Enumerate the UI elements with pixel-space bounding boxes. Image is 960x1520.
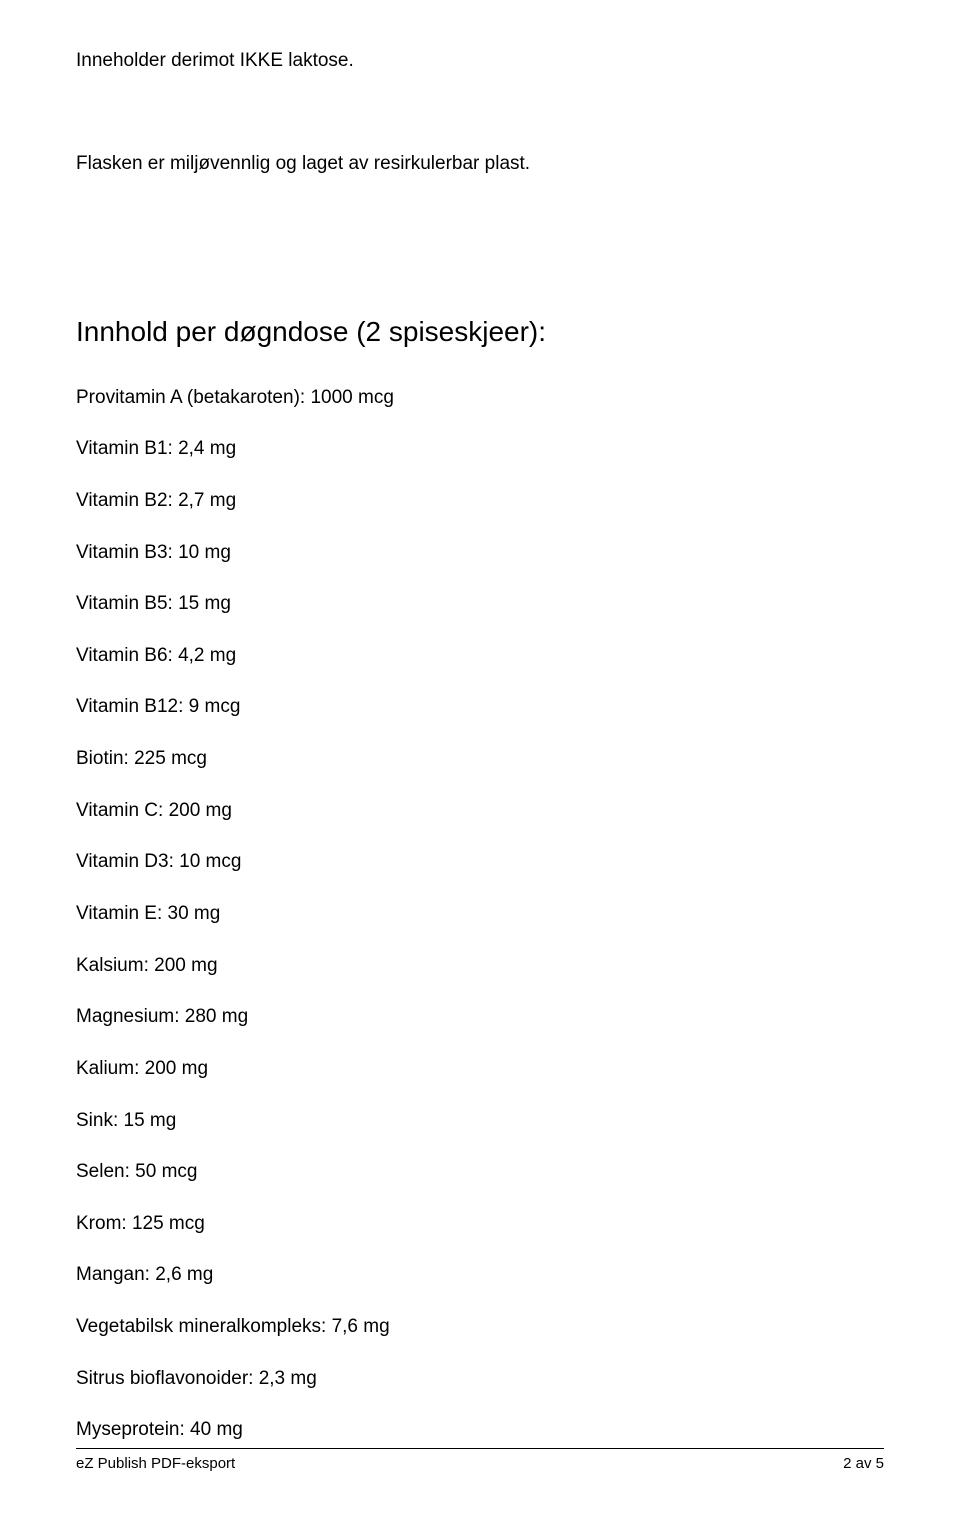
ingredient-item: Kalsium: 200 mg bbox=[76, 953, 884, 979]
ingredient-item: Vegetabilsk mineralkompleks: 7,6 mg bbox=[76, 1314, 884, 1340]
section-heading: Innhold per døgndose (2 spiseskjeer): bbox=[76, 314, 884, 350]
ingredient-item: Selen: 50 mcg bbox=[76, 1159, 884, 1185]
ingredient-item: Myseprotein: 40 mg bbox=[76, 1417, 884, 1443]
ingredient-item: Vitamin E: 30 mg bbox=[76, 901, 884, 927]
ingredient-item: Vitamin B2: 2,7 mg bbox=[76, 488, 884, 514]
ingredient-item: Vitamin B1: 2,4 mg bbox=[76, 436, 884, 462]
spacer-2 bbox=[76, 203, 884, 229]
intro-line-1: Inneholder derimot IKKE laktose. bbox=[76, 48, 884, 74]
footer-left-text: eZ Publish PDF-eksport bbox=[76, 1455, 235, 1472]
ingredient-item: Sink: 15 mg bbox=[76, 1108, 884, 1134]
page-container: Inneholder derimot IKKE laktose. Flasken… bbox=[0, 0, 960, 1520]
ingredient-item: Biotin: 225 mcg bbox=[76, 746, 884, 772]
ingredient-item: Magnesium: 280 mg bbox=[76, 1004, 884, 1030]
ingredient-item: Vitamin B5: 15 mg bbox=[76, 591, 884, 617]
footer-divider bbox=[76, 1448, 884, 1449]
spacer-3 bbox=[76, 255, 884, 281]
ingredient-item: Vitamin B12: 9 mcg bbox=[76, 694, 884, 720]
ingredient-item: Sitrus bioflavonoider: 2,3 mg bbox=[76, 1366, 884, 1392]
spacer-1 bbox=[76, 100, 884, 126]
ingredient-item: Kalium: 200 mg bbox=[76, 1056, 884, 1082]
ingredient-item: Vitamin D3: 10 mcg bbox=[76, 849, 884, 875]
ingredient-item: Mangan: 2,6 mg bbox=[76, 1262, 884, 1288]
ingredient-item: Provitamin A (betakaroten): 1000 mcg bbox=[76, 385, 884, 411]
ingredient-item: Krom: 125 mcg bbox=[76, 1211, 884, 1237]
footer-page-number: 2 av 5 bbox=[843, 1455, 884, 1472]
page-footer: eZ Publish PDF-eksport 2 av 5 bbox=[76, 1448, 884, 1472]
ingredient-item: Vitamin B3: 10 mg bbox=[76, 540, 884, 566]
ingredient-item: Vitamin C: 200 mg bbox=[76, 798, 884, 824]
intro-line-2: Flasken er miljøvennlig og laget av resi… bbox=[76, 151, 884, 177]
ingredient-item: Vitamin B6: 4,2 mg bbox=[76, 643, 884, 669]
footer-row: eZ Publish PDF-eksport 2 av 5 bbox=[76, 1455, 884, 1472]
